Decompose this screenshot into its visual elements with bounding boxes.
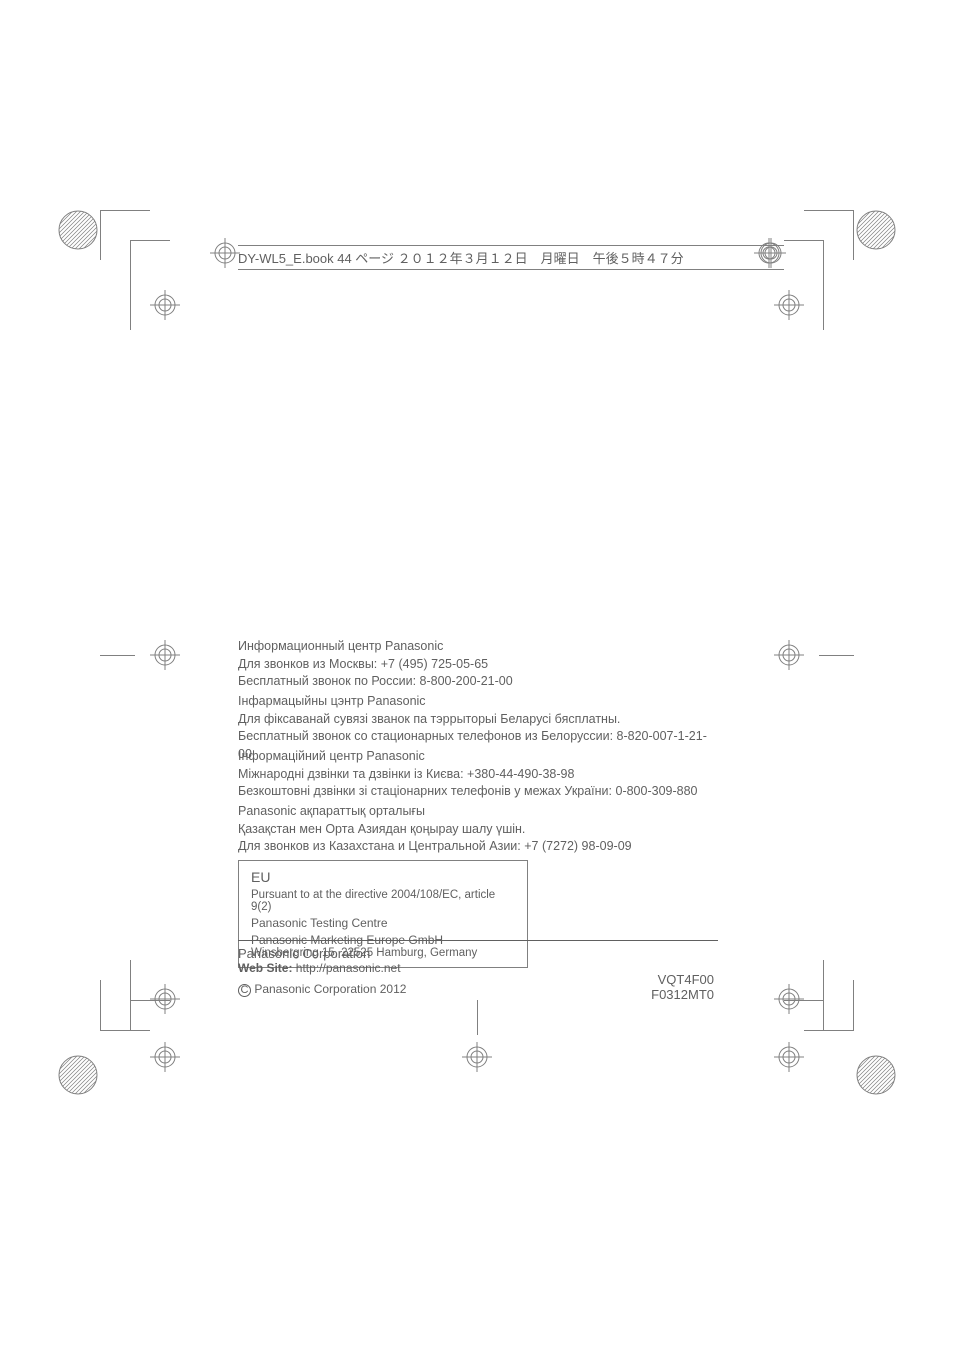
info-belarus-line1: Для фіксаванай сувязі званок па тэррытор…	[238, 711, 718, 729]
hatched-circle-icon	[856, 210, 896, 250]
page-header: DY-WL5_E.book 44 ページ ２０１２年３月１２日 月曜日 午後５時…	[238, 245, 784, 270]
registration-mark-icon	[774, 984, 804, 1014]
info-russia-line2: Бесплатный звонок по России: 8-800-200-2…	[238, 673, 718, 691]
corporation-block: Panasonic Corporation Web Site: http://p…	[238, 946, 401, 975]
crop-line	[819, 655, 854, 656]
registration-mark-icon	[150, 640, 180, 670]
registration-mark-icon	[150, 1042, 180, 1072]
copyright-text: Panasonic Corporation 2012	[251, 982, 406, 996]
header-text: DY-WL5_E.book 44 ページ ２０１２年３月１２日 月曜日 午後５時…	[238, 251, 684, 266]
registration-mark-icon	[756, 238, 786, 268]
copyright-line: C Panasonic Corporation 2012	[238, 982, 406, 997]
info-ukraine-title: Інформаційний центр Panasonic	[238, 748, 718, 766]
info-russia-line1: Для звонков из Москвы: +7 (495) 725-05-6…	[238, 656, 718, 674]
website-url: http://panasonic.net	[296, 961, 401, 975]
registration-mark-icon	[462, 1042, 492, 1072]
copyright-symbol: C	[238, 984, 251, 997]
code-2: F0312MT0	[651, 987, 714, 1002]
document-codes: VQT4F00 F0312MT0	[651, 972, 714, 1002]
corporation-name: Panasonic Corporation	[238, 946, 401, 961]
website-label: Web Site:	[238, 961, 292, 975]
hatched-circle-icon	[58, 1055, 98, 1095]
info-russia-title: Информационный центр Panasonic	[238, 638, 718, 656]
eu-center1: Panasonic Testing Centre	[251, 916, 515, 930]
info-ukraine-line2: Безкоштовні дзвінки зі стаціонарних теле…	[238, 783, 718, 801]
crop-line	[130, 260, 131, 330]
info-kazakhstan-title: Panasonic ақпараттық орталығы	[238, 803, 718, 821]
info-kazakhstan-line2: Для звонков из Казахстана и Центральной …	[238, 838, 718, 856]
registration-mark-icon	[774, 640, 804, 670]
website-line: Web Site: http://panasonic.net	[238, 961, 401, 975]
hatched-circle-icon	[856, 1055, 896, 1095]
registration-mark-icon	[150, 984, 180, 1014]
hatched-circle-icon	[58, 210, 98, 250]
eu-label: EU	[251, 869, 515, 885]
divider-line	[238, 940, 718, 941]
registration-mark-icon	[150, 290, 180, 320]
info-ukraine: Інформаційний центр Panasonic Міжнародні…	[238, 748, 718, 801]
registration-mark-icon	[774, 290, 804, 320]
info-russia: Информационный центр Panasonic Для звонк…	[238, 638, 718, 691]
code-1: VQT4F00	[651, 972, 714, 987]
registration-mark-icon	[210, 238, 240, 268]
crop-line	[100, 655, 135, 656]
crop-line	[130, 960, 131, 1030]
info-kazakhstan-line1: Қазақстан мен Орта Азиядан қоңырау шалу …	[238, 821, 718, 839]
eu-pursuant: Pursuant to at the directive 2004/108/EC…	[251, 889, 515, 913]
crop-line	[823, 260, 824, 330]
crop-line	[823, 960, 824, 1030]
info-kazakhstan: Panasonic ақпараттық орталығы Қазақстан …	[238, 803, 718, 856]
info-belarus-title: Інфармацыйны цэнтр Panasonic	[238, 693, 718, 711]
crop-line	[477, 1000, 478, 1035]
info-ukraine-line1: Міжнародні дзвінки та дзвінки із Києва: …	[238, 766, 718, 784]
registration-mark-icon	[774, 1042, 804, 1072]
